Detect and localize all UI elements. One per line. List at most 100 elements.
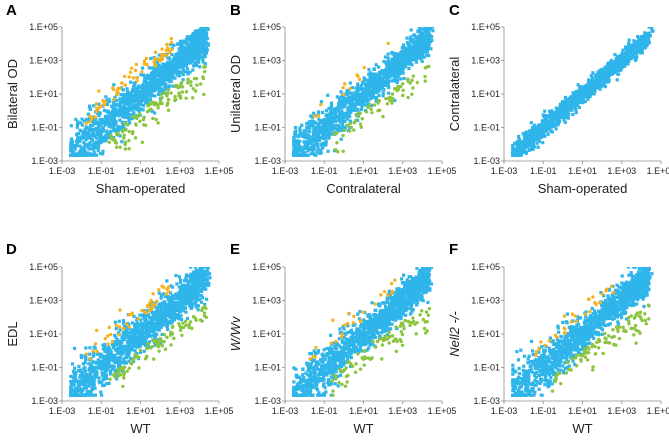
data-point [153,88,157,92]
data-point [137,84,141,88]
data-point [576,83,580,87]
data-point [159,67,163,71]
data-point [174,83,179,88]
data-point [591,71,595,75]
data-point [617,68,621,72]
data-point [639,45,643,49]
data-point [344,111,348,115]
data-point [406,42,410,46]
data-point [353,94,357,98]
data-point [157,84,161,88]
data-point [166,69,170,73]
data-point [84,125,88,129]
data-point [312,131,316,135]
data-point [114,110,118,114]
data-point [418,43,423,48]
data-point [129,80,133,84]
data-point [86,136,90,140]
data-point [317,117,321,121]
points-layer [69,27,210,157]
data-point [558,105,562,109]
data-point [391,62,396,66]
data-point [75,144,79,148]
data-point [610,71,614,76]
data-point [300,151,304,155]
data-point [375,79,379,83]
data-point [141,117,146,122]
data-point [600,75,604,79]
data-point [345,90,349,94]
data-point [116,124,120,129]
data-point [624,45,628,49]
data-point [420,27,424,31]
data-point [112,83,116,87]
data-point [405,57,409,62]
data-point [395,57,399,61]
data-point [174,273,178,278]
data-point [76,120,80,124]
data-point [589,83,593,87]
data-point [134,105,139,110]
data-point [138,119,142,123]
data-point [137,108,141,112]
data-point [167,64,171,68]
data-point [390,57,394,61]
y-tick-label: 1.E+05 [252,22,281,32]
data-point [349,125,353,129]
data-point [122,136,126,140]
data-point [335,116,339,120]
data-point [316,112,321,116]
data-point [360,87,364,91]
y-axis-label: Bilateral OD [5,59,20,129]
data-point [159,309,163,314]
data-point [161,78,165,82]
data-point [201,75,205,79]
data-point [146,89,151,93]
panel-letter: B [230,2,241,19]
data-point [628,44,632,48]
data-point [633,57,637,61]
data-point [316,130,320,134]
data-point [337,104,341,108]
data-point [384,68,388,72]
data-point [91,143,96,147]
data-point [400,59,404,63]
data-point [366,91,370,95]
data-point [590,91,594,95]
data-point [119,93,123,97]
data-point [188,70,192,74]
data-point [71,145,75,149]
data-point [317,121,322,125]
data-point [147,84,152,89]
data-point [190,43,194,47]
data-point [186,59,190,63]
data-point [425,27,429,29]
data-point [410,53,414,57]
data-point [206,283,211,287]
y-tick-label: 1.E+03 [29,56,58,66]
data-point [157,66,161,71]
data-point [412,57,417,61]
data-point [138,91,142,96]
data-point [647,41,651,45]
data-point [427,41,432,45]
data-point [563,105,567,109]
data-point [385,102,390,106]
data-point [178,280,183,284]
data-point [178,287,183,291]
data-point [200,29,204,33]
data-point [597,84,602,88]
data-point [114,122,118,126]
data-point [384,72,388,76]
data-point [617,72,621,76]
data-point [423,79,427,83]
data-point [161,89,166,93]
data-point [357,100,362,104]
data-point [348,95,352,99]
data-point [168,68,172,72]
data-point [206,27,210,31]
data-point [141,108,145,112]
data-point [151,100,156,105]
data-point [118,134,122,138]
data-point [334,109,338,113]
